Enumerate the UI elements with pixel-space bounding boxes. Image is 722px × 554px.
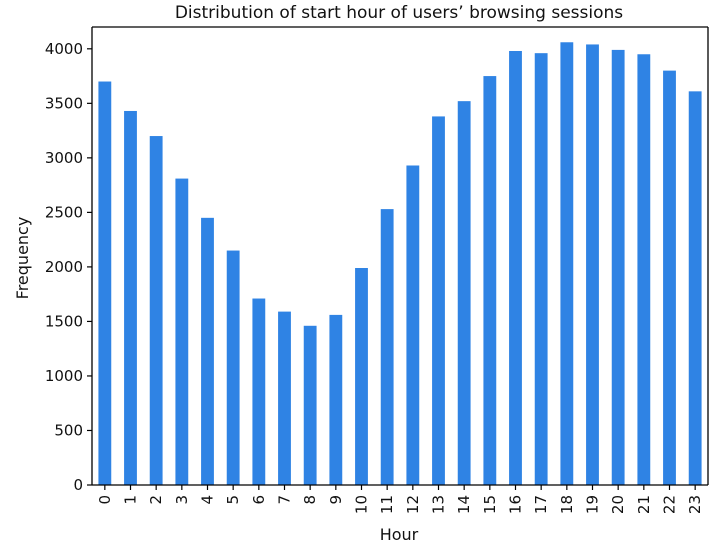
bar-hour-4 — [201, 217, 214, 485]
x-tick-label-12: 12 — [404, 495, 422, 514]
x-tick-label-20: 20 — [609, 495, 627, 514]
bar-hour-13 — [432, 116, 445, 486]
bar-hour-14 — [457, 101, 471, 486]
bar-hour-19 — [586, 44, 599, 485]
bar-hour-8 — [303, 325, 317, 485]
y-tick-label-4000: 4000 — [45, 40, 83, 58]
chart-title: Distribution of start hour of users’ bro… — [175, 3, 623, 23]
y-tick-label-500: 500 — [54, 421, 83, 439]
y-tick-label-1000: 1000 — [45, 367, 83, 385]
bar-hour-9 — [329, 314, 343, 485]
x-tick-label-16: 16 — [507, 495, 525, 514]
y-tick-label-1500: 1500 — [45, 312, 83, 330]
y-tick-label-3000: 3000 — [45, 149, 83, 167]
bar-hour-20 — [611, 49, 625, 486]
x-tick-label-4: 4 — [199, 495, 217, 505]
bar-hour-6 — [252, 298, 266, 485]
y-tick-label-2000: 2000 — [45, 258, 83, 276]
bar-hour-18 — [560, 42, 574, 486]
bar-hour-17 — [534, 53, 548, 486]
x-axis-label: Hour — [380, 525, 419, 544]
y-tick-label-3500: 3500 — [45, 94, 83, 112]
x-tick-label-7: 7 — [276, 495, 294, 505]
bar-hour-21 — [637, 54, 651, 485]
y-axis-label: Frequency — [13, 217, 32, 300]
x-tick-label-2: 2 — [147, 495, 165, 505]
x-tick-label-5: 5 — [224, 495, 242, 505]
bar-hour-3 — [175, 178, 189, 485]
x-tick-label-11: 11 — [378, 495, 396, 514]
x-tick-label-23: 23 — [686, 495, 704, 514]
bar-hour-12 — [406, 165, 420, 486]
bar-hour-22 — [663, 70, 676, 486]
x-tick-label-1: 1 — [122, 495, 140, 505]
bar-hour-10 — [355, 268, 368, 485]
bar-hour-5 — [226, 250, 240, 485]
x-tick-label-22: 22 — [661, 495, 679, 514]
x-tick-label-17: 17 — [532, 495, 550, 514]
x-tick-label-19: 19 — [584, 495, 602, 514]
x-tick-label-0: 0 — [96, 495, 114, 505]
y-tick-label-2500: 2500 — [45, 203, 83, 221]
x-tick-label-3: 3 — [173, 495, 191, 505]
bar-hour-1 — [124, 110, 137, 485]
bar-hour-7 — [278, 311, 291, 485]
bar-hour-0 — [98, 81, 112, 486]
x-tick-label-14: 14 — [455, 495, 473, 514]
x-tick-label-15: 15 — [481, 495, 499, 514]
x-tick-label-6: 6 — [250, 495, 268, 505]
x-tick-label-8: 8 — [301, 495, 319, 505]
bar-hour-15 — [483, 76, 497, 485]
x-tick-label-21: 21 — [635, 495, 653, 514]
bar-hour-23 — [688, 91, 702, 485]
bar-hour-2 — [149, 136, 163, 486]
bar-hour-16 — [509, 50, 522, 486]
x-tick-label-18: 18 — [558, 495, 576, 514]
x-tick-label-9: 9 — [327, 495, 345, 505]
bar-hour-11 — [380, 209, 394, 486]
x-tick-label-10: 10 — [353, 495, 371, 514]
y-tick-label-0: 0 — [73, 476, 83, 494]
x-tick-label-13: 13 — [430, 495, 448, 514]
